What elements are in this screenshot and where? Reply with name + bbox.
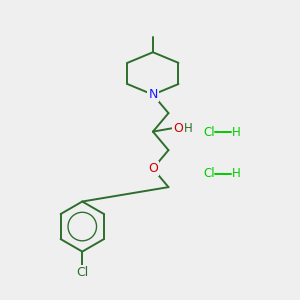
Text: H: H <box>184 122 193 135</box>
Text: H: H <box>232 126 241 139</box>
Text: Cl: Cl <box>203 167 214 180</box>
Text: Cl: Cl <box>203 126 214 139</box>
Text: O: O <box>148 162 158 175</box>
Text: N: N <box>148 88 158 101</box>
Text: O: O <box>173 122 183 135</box>
Text: H: H <box>232 167 241 180</box>
Text: Cl: Cl <box>76 266 88 279</box>
